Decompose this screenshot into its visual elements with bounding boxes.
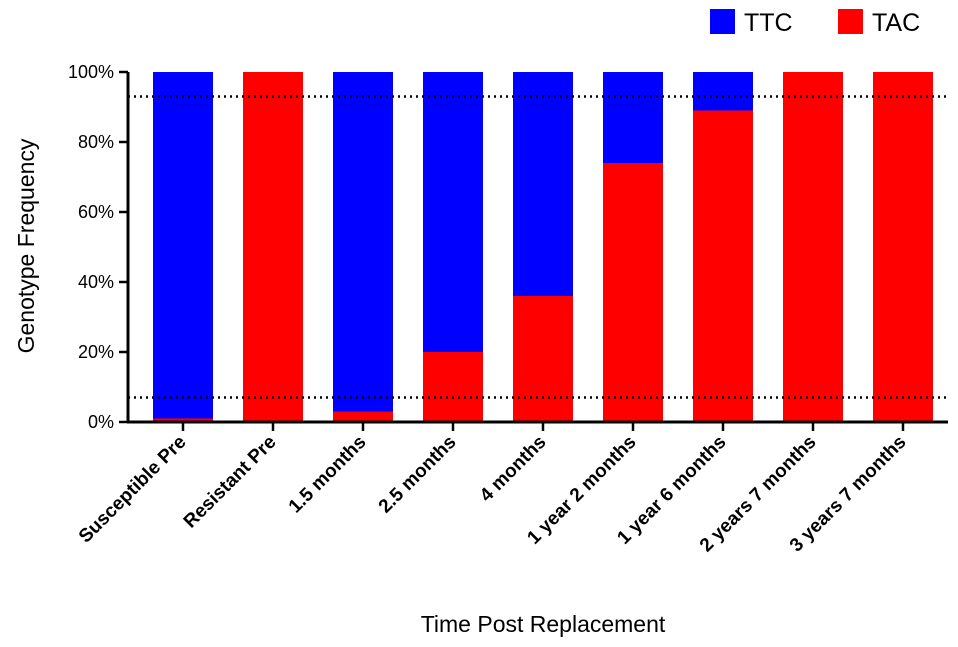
bars-group (153, 72, 933, 422)
bar-ttc-3 (423, 72, 483, 352)
legend-label-ttc: TTC (744, 9, 793, 37)
bar-tac-4 (513, 296, 573, 422)
bar-tac-8 (873, 72, 933, 422)
x-tick-label-3: 2.5 months (375, 432, 461, 518)
bar-tac-3 (423, 352, 483, 422)
y-axis-title: Genotype Frequency (13, 138, 39, 353)
bar-tac-1 (243, 72, 303, 422)
bar-tac-7 (783, 72, 843, 422)
y-tick-label-5: 100% (68, 62, 114, 82)
bar-ttc-5 (603, 72, 663, 163)
bar-ttc-2 (333, 72, 393, 412)
bar-ttc-4 (513, 72, 573, 296)
axes-group (126, 72, 948, 424)
legend: TTC TAC (710, 9, 920, 37)
y-tick-label-4: 80% (78, 132, 114, 152)
bar-ttc-0 (153, 72, 213, 419)
bar-tac-0 (153, 418, 213, 422)
legend-swatch-tac (838, 9, 863, 34)
y-tick-label-2: 40% (78, 272, 114, 292)
y-tick-label-0: 0% (88, 412, 114, 432)
x-axis-title: Time Post Replacement (421, 611, 666, 637)
x-tick-label-1: Resistant Pre (180, 432, 281, 533)
y-tick-label-1: 20% (78, 342, 114, 362)
reference-lines-group (128, 95, 948, 399)
x-tick-label-2: 1.5 months (285, 432, 371, 518)
y-tick-label-3: 60% (78, 202, 114, 222)
bar-tac-2 (333, 411, 393, 422)
legend-swatch-ttc (710, 9, 735, 34)
bar-ttc-6 (693, 72, 753, 111)
y-ticks-group: 0% 20% 40% 60% 80% 100% (68, 62, 128, 432)
x-tick-label-4: 4 months (476, 432, 551, 507)
bar-tac-5 (603, 163, 663, 422)
x-tick-label-0: Susceptible Pre (75, 432, 191, 548)
legend-label-tac: TAC (872, 9, 920, 37)
bar-tac-6 (693, 110, 753, 422)
